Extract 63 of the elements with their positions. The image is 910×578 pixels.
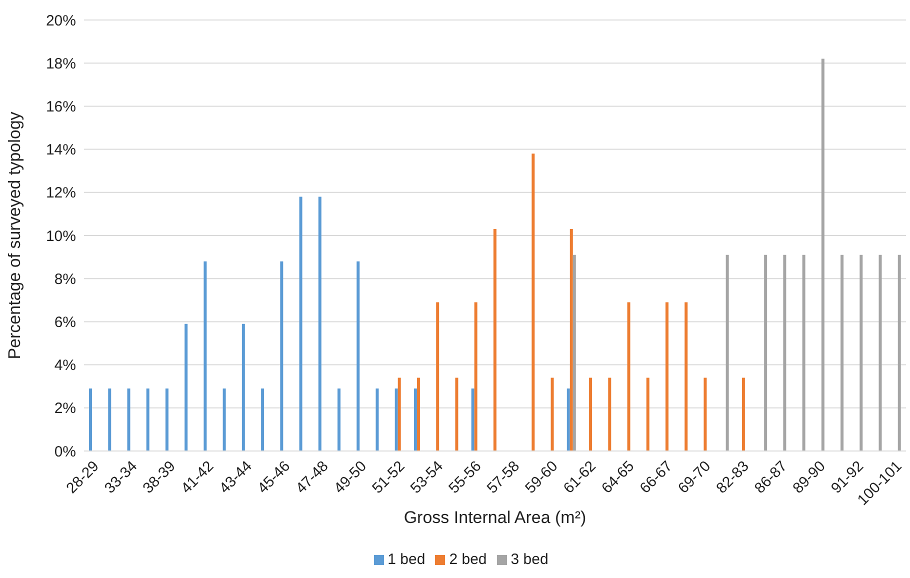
legend-label: 1 bed bbox=[388, 551, 426, 568]
y-tick-label: 0% bbox=[54, 443, 76, 460]
bar bbox=[840, 254, 844, 451]
bar bbox=[742, 378, 745, 451]
y-tick-label: 6% bbox=[54, 314, 76, 332]
x-axis-title: Gross Internal Area (m²) bbox=[404, 508, 586, 527]
bar bbox=[356, 261, 360, 451]
y-tick-label: 14% bbox=[46, 142, 76, 159]
bar bbox=[532, 154, 535, 451]
bar bbox=[665, 302, 668, 451]
bar bbox=[261, 388, 264, 451]
bar bbox=[474, 302, 478, 451]
bar bbox=[898, 254, 901, 451]
legend-label: 2 bed bbox=[449, 551, 487, 568]
bar bbox=[493, 229, 496, 451]
bar bbox=[471, 388, 474, 451]
bar bbox=[436, 302, 440, 451]
bar bbox=[165, 388, 168, 451]
bar bbox=[242, 324, 245, 451]
bar bbox=[89, 388, 92, 451]
bar bbox=[589, 378, 592, 451]
bar bbox=[878, 254, 882, 451]
bar bbox=[222, 388, 226, 451]
bar bbox=[394, 388, 398, 451]
bar bbox=[204, 261, 207, 451]
bar bbox=[146, 388, 150, 451]
bar bbox=[860, 254, 863, 451]
bar bbox=[184, 324, 188, 451]
bar bbox=[398, 378, 401, 451]
y-tick-label: 20% bbox=[46, 12, 76, 30]
bar bbox=[416, 378, 420, 451]
bar bbox=[376, 388, 379, 451]
bar bbox=[608, 378, 612, 451]
bar bbox=[704, 378, 707, 451]
bar bbox=[684, 302, 688, 451]
y-axis-title: Percentage of surveyed typology bbox=[5, 111, 24, 360]
bar bbox=[299, 196, 302, 451]
y-tick-label: 4% bbox=[54, 357, 76, 374]
bar bbox=[627, 302, 630, 451]
bar bbox=[802, 254, 806, 451]
bar bbox=[455, 378, 458, 451]
y-tick-label: 12% bbox=[46, 184, 76, 202]
bar bbox=[764, 254, 768, 451]
bar bbox=[821, 58, 824, 451]
bar bbox=[280, 261, 284, 451]
y-tick-label: 2% bbox=[54, 400, 76, 418]
bar bbox=[570, 229, 573, 451]
bar bbox=[414, 388, 417, 451]
y-tick-label: 8% bbox=[54, 270, 76, 288]
y-tick-label: 18% bbox=[46, 55, 76, 72]
bar bbox=[726, 254, 729, 451]
bar bbox=[338, 388, 341, 451]
bar bbox=[572, 254, 576, 451]
bar bbox=[646, 378, 650, 451]
bar bbox=[783, 254, 786, 451]
bar bbox=[127, 388, 130, 451]
bar bbox=[108, 388, 112, 451]
bar bbox=[550, 378, 554, 451]
y-tick-label: 16% bbox=[46, 98, 76, 116]
y-tick-label: 10% bbox=[46, 228, 76, 245]
legend-label: 3 bed bbox=[510, 551, 548, 568]
bar bbox=[318, 196, 322, 451]
bar bbox=[566, 388, 570, 451]
